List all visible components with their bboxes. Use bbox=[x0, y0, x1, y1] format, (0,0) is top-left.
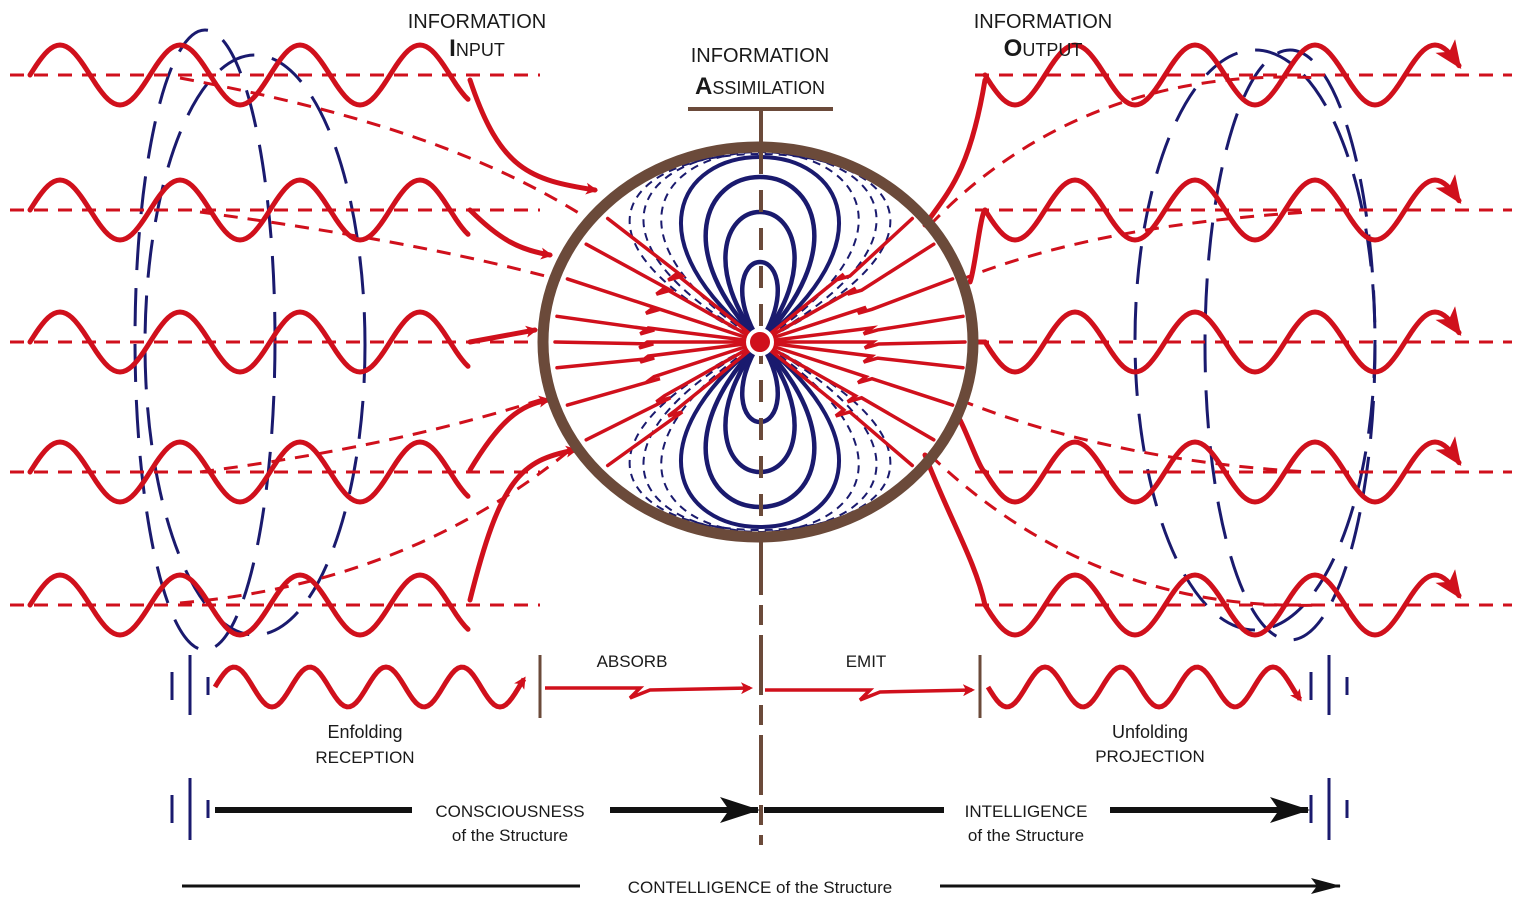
assim-rest: SSIMILATION bbox=[712, 78, 825, 98]
radiating-red-lines bbox=[553, 216, 967, 468]
input-rest: NPUT bbox=[456, 40, 505, 60]
reception-label: RECEPTION bbox=[315, 748, 414, 767]
ray-17 bbox=[758, 340, 915, 468]
intelligence-label: INTELLIGENCE bbox=[965, 802, 1088, 821]
output-cap-letter: O bbox=[1004, 35, 1023, 62]
ray-11 bbox=[758, 216, 915, 344]
input-wave-4 bbox=[27, 572, 471, 638]
ray-0 bbox=[565, 277, 762, 344]
ray-1 bbox=[584, 242, 762, 344]
enfolding-label: Enfolding bbox=[327, 722, 402, 742]
field-boundary-ellipses bbox=[133, 28, 1377, 652]
lower-lobe-6 bbox=[628, 340, 892, 532]
wave-connector-4 bbox=[467, 445, 578, 603]
wave-connector-9 bbox=[922, 452, 988, 608]
wave-connector-1 bbox=[467, 207, 553, 260]
trajectory-6 bbox=[959, 398, 1311, 474]
consciousness-label-bg bbox=[412, 800, 610, 820]
input-wave-3 bbox=[27, 439, 471, 505]
ray-7 bbox=[584, 340, 762, 442]
field-ellipse-1 bbox=[133, 28, 277, 652]
input-wave-0 bbox=[27, 42, 471, 108]
assimilation-ring bbox=[537, 141, 979, 543]
output-wave-2 bbox=[982, 306, 1462, 375]
wave-connector-3 bbox=[467, 395, 551, 473]
wavy-information-signals bbox=[27, 39, 1462, 638]
contelligence-label-bg bbox=[580, 876, 940, 898]
wave-connector-6 bbox=[967, 207, 988, 285]
input-wave-1 bbox=[27, 177, 471, 243]
ray-5 bbox=[555, 340, 762, 370]
output-wave-1 bbox=[982, 174, 1462, 243]
ray-13 bbox=[758, 340, 967, 350]
ray-4 bbox=[553, 340, 762, 350]
ray-16 bbox=[758, 340, 936, 442]
ray-10 bbox=[758, 242, 936, 344]
unfolding-label: Unfolding bbox=[1112, 722, 1188, 742]
upper-lobe-2 bbox=[703, 174, 817, 346]
reception-wave bbox=[212, 664, 527, 710]
field-ellipse-0 bbox=[143, 53, 367, 637]
lower-lobe-3 bbox=[679, 339, 841, 530]
output-rest: UTPUT bbox=[1022, 40, 1082, 60]
trajectory-7 bbox=[928, 453, 1321, 607]
intelligence-label-bg bbox=[944, 800, 1110, 820]
wave-connector-2 bbox=[467, 325, 538, 345]
output-title: INFORMATION bbox=[974, 11, 1113, 33]
output-wave-4 bbox=[982, 569, 1462, 638]
ray-8 bbox=[605, 340, 762, 468]
trajectory-5 bbox=[959, 210, 1311, 282]
ray-6 bbox=[565, 340, 762, 407]
assimilation-title: INFORMATION bbox=[691, 45, 830, 67]
trajectory-2 bbox=[199, 393, 556, 474]
projection-label: PROJECTION bbox=[1095, 747, 1205, 766]
output-subtitle: OUTPUT bbox=[1004, 35, 1083, 62]
output-wave-0 bbox=[982, 39, 1462, 108]
emit-label: EMIT bbox=[846, 652, 887, 671]
contelligence-label: CONTELLIGENCE of the Structure bbox=[628, 878, 893, 897]
ray-15 bbox=[758, 340, 955, 407]
trajectory-3 bbox=[179, 448, 571, 605]
output-wave-3 bbox=[982, 436, 1462, 505]
labels: INFORMATION INPUT INFORMATION ASSIMILATI… bbox=[315, 11, 1205, 898]
ray-3 bbox=[555, 314, 762, 344]
ray-9 bbox=[758, 277, 955, 344]
wave-connector-5 bbox=[922, 77, 988, 228]
input-cap-letter: I bbox=[449, 35, 456, 62]
wave-connector-0 bbox=[467, 77, 598, 195]
ray-12 bbox=[758, 314, 965, 344]
input-subtitle: INPUT bbox=[449, 35, 505, 62]
upper-lobe-6 bbox=[628, 152, 892, 344]
ray-2 bbox=[605, 216, 762, 344]
upper-lobe-0 bbox=[739, 259, 781, 347]
assimilation-subtitle: ASSIMILATION bbox=[695, 73, 825, 100]
input-title: INFORMATION bbox=[408, 11, 547, 33]
assimilation-ring-group bbox=[537, 107, 979, 845]
consciousness-label: CONSCIOUSNESS bbox=[435, 802, 584, 821]
trajectory-0 bbox=[179, 76, 591, 222]
absorb-arrow bbox=[545, 682, 753, 700]
input-wave-2 bbox=[27, 309, 471, 375]
trajectory-4 bbox=[928, 75, 1321, 227]
projection-wave bbox=[985, 664, 1303, 710]
wave-connector-8 bbox=[957, 417, 988, 475]
emit-arrow bbox=[765, 684, 975, 702]
consciousness-sub: of the Structure bbox=[452, 826, 568, 845]
trajectory-1 bbox=[199, 210, 561, 282]
assim-cap-letter: A bbox=[695, 73, 712, 100]
absorb-label: ABSORB bbox=[597, 652, 668, 671]
field-ellipse-3 bbox=[1133, 48, 1377, 632]
intelligence-sub: of the Structure bbox=[968, 826, 1084, 845]
ray-14 bbox=[758, 340, 965, 370]
center-dot bbox=[746, 328, 774, 356]
